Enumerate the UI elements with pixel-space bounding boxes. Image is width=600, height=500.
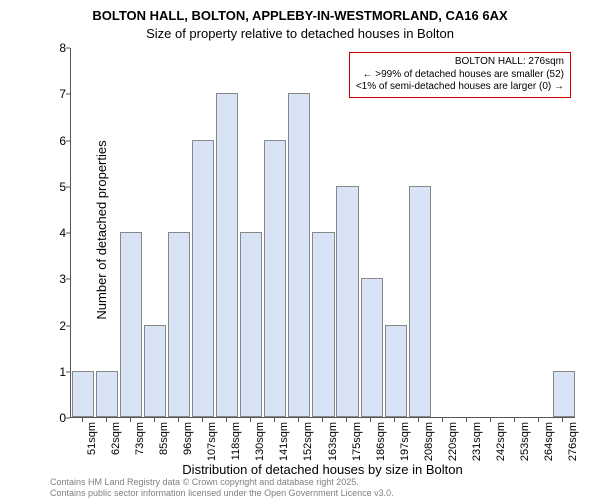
annotation-line3: <1% of semi-detached houses are larger (… <box>356 81 564 94</box>
x-tick-mark <box>154 418 155 422</box>
x-tick-label: 96sqm <box>182 422 194 462</box>
x-tick-label: 163sqm <box>327 422 339 462</box>
y-tick-label: 7 <box>50 87 66 101</box>
x-tick-label: 141sqm <box>278 422 290 462</box>
x-tick-mark <box>130 418 131 422</box>
x-tick-label: 220sqm <box>447 422 459 462</box>
bar <box>553 371 575 417</box>
x-tick-mark <box>562 418 563 422</box>
bars-group <box>71 48 575 417</box>
bar <box>168 232 190 417</box>
x-tick-mark <box>490 418 491 422</box>
y-tick-mark <box>66 94 70 95</box>
chart-title-line2: Size of property relative to detached ho… <box>0 26 600 41</box>
y-tick-mark <box>66 233 70 234</box>
y-tick-label: 3 <box>50 272 66 286</box>
plot-area: BOLTON HALL: 276sqm ← >99% of detached h… <box>70 48 575 418</box>
y-tick-mark <box>66 418 70 419</box>
y-tick-label: 6 <box>50 134 66 148</box>
bar <box>336 186 358 417</box>
chart-title-line1: BOLTON HALL, BOLTON, APPLEBY-IN-WESTMORL… <box>0 8 600 23</box>
bar <box>144 325 166 418</box>
footer-attribution: Contains HM Land Registry data © Crown c… <box>50 477 394 498</box>
y-tick-label: 0 <box>50 411 66 425</box>
chart-container: BOLTON HALL, BOLTON, APPLEBY-IN-WESTMORL… <box>0 0 600 500</box>
x-tick-mark <box>322 418 323 422</box>
footer-line2: Contains public sector information licen… <box>50 488 394 498</box>
x-tick-mark <box>82 418 83 422</box>
bar <box>240 232 262 417</box>
x-tick-label: 152sqm <box>302 422 314 462</box>
x-tick-mark <box>346 418 347 422</box>
x-tick-label: 276sqm <box>567 422 579 462</box>
x-tick-label: 73sqm <box>134 422 146 462</box>
bar <box>361 278 383 417</box>
x-tick-mark <box>418 418 419 422</box>
y-tick-mark <box>66 325 70 326</box>
x-tick-label: 208sqm <box>423 422 435 462</box>
x-tick-mark <box>250 418 251 422</box>
bar <box>288 93 310 417</box>
x-tick-mark <box>274 418 275 422</box>
x-tick-mark <box>106 418 107 422</box>
x-tick-mark <box>298 418 299 422</box>
x-tick-mark <box>178 418 179 422</box>
x-tick-label: 231sqm <box>471 422 483 462</box>
x-tick-label: 130sqm <box>254 422 266 462</box>
y-tick-mark <box>66 48 70 49</box>
bar <box>312 232 334 417</box>
y-tick-mark <box>66 279 70 280</box>
x-tick-label: 51sqm <box>86 422 98 462</box>
y-tick-mark <box>66 186 70 187</box>
annotation-line2: ← >99% of detached houses are smaller (5… <box>356 69 564 82</box>
x-tick-label: 264sqm <box>543 422 555 462</box>
x-tick-mark <box>466 418 467 422</box>
footer-line1: Contains HM Land Registry data © Crown c… <box>50 477 394 487</box>
bar <box>120 232 142 417</box>
annotation-box: BOLTON HALL: 276sqm ← >99% of detached h… <box>349 52 571 98</box>
x-tick-label: 62sqm <box>110 422 122 462</box>
x-tick-label: 85sqm <box>158 422 170 462</box>
x-tick-label: 107sqm <box>206 422 218 462</box>
bar <box>72 371 94 417</box>
x-tick-mark <box>370 418 371 422</box>
x-tick-mark <box>226 418 227 422</box>
x-tick-label: 197sqm <box>399 422 411 462</box>
bar <box>96 371 118 417</box>
bar <box>409 186 431 417</box>
bar <box>264 140 286 418</box>
bar <box>192 140 214 418</box>
y-tick-label: 1 <box>50 365 66 379</box>
x-tick-mark <box>394 418 395 422</box>
x-axis-label: Distribution of detached houses by size … <box>70 462 575 477</box>
x-tick-label: 242sqm <box>495 422 507 462</box>
bar <box>216 93 238 417</box>
y-tick-label: 8 <box>50 41 66 55</box>
y-tick-label: 5 <box>50 180 66 194</box>
y-tick-label: 4 <box>50 226 66 240</box>
x-tick-label: 186sqm <box>375 422 387 462</box>
x-tick-mark <box>202 418 203 422</box>
x-tick-label: 118sqm <box>230 422 242 462</box>
annotation-line1: BOLTON HALL: 276sqm <box>356 56 564 69</box>
x-tick-mark <box>514 418 515 422</box>
y-tick-label: 2 <box>50 319 66 333</box>
x-tick-mark <box>442 418 443 422</box>
x-tick-label: 253sqm <box>519 422 531 462</box>
x-tick-mark <box>538 418 539 422</box>
y-tick-mark <box>66 140 70 141</box>
y-tick-mark <box>66 371 70 372</box>
bar <box>385 325 407 418</box>
x-tick-label: 175sqm <box>351 422 363 462</box>
